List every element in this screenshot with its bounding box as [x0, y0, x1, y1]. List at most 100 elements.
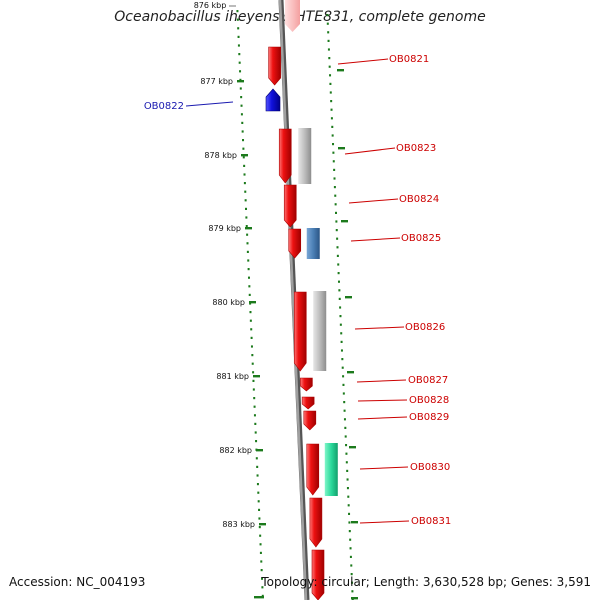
minor-tick	[239, 87, 242, 90]
major-tick	[253, 375, 260, 378]
minor-tick	[326, 14, 329, 17]
minor-tick	[346, 478, 349, 481]
minor-tick	[333, 168, 336, 171]
major-tick	[351, 597, 358, 600]
minor-tick	[348, 530, 351, 533]
ruler-label: 877 kbp	[200, 77, 233, 86]
minor-tick	[340, 332, 343, 335]
minor-tick	[327, 39, 330, 42]
minor-tick	[346, 487, 349, 490]
minor-tick	[246, 242, 249, 245]
minor-tick	[341, 366, 344, 369]
minor-tick	[246, 250, 249, 253]
gene-label-ob0824: OB0824	[399, 194, 439, 205]
minor-tick	[249, 302, 252, 305]
leader-line	[357, 416, 408, 420]
minor-tick	[333, 186, 336, 189]
minor-tick	[253, 414, 256, 417]
minor-tick	[258, 517, 261, 520]
minor-tick	[254, 431, 257, 434]
minor-tick	[331, 134, 334, 137]
minor-tick	[336, 254, 339, 257]
minor-tick	[260, 569, 263, 572]
minor-tick	[345, 444, 348, 447]
minor-tick	[336, 246, 339, 249]
ruler-label: 881 kbp	[216, 372, 249, 381]
minor-tick	[256, 465, 259, 468]
minor-tick	[343, 418, 346, 421]
minor-tick	[349, 547, 352, 550]
minor-tick	[252, 388, 255, 391]
minor-tick	[250, 328, 253, 331]
minor-tick	[243, 173, 246, 176]
leader-line	[344, 147, 396, 155]
minor-tick	[346, 469, 349, 472]
gene-arrow-ob0830	[306, 443, 320, 496]
minor-tick	[335, 211, 338, 214]
gene-arrow-ob0829	[303, 410, 317, 431]
gene-arrow-ob0826	[293, 291, 307, 372]
minor-tick	[326, 22, 329, 25]
major-tick	[351, 521, 358, 524]
gene-label-ob0825: OB0825	[401, 233, 441, 244]
minor-tick	[339, 306, 342, 309]
minor-tick	[347, 504, 350, 507]
gene-label-ob0821: OB0821	[389, 54, 429, 65]
major-tick	[256, 449, 263, 452]
minor-tick	[259, 551, 262, 554]
leader-line	[337, 58, 389, 65]
minor-tick	[249, 319, 252, 322]
minor-tick	[334, 203, 337, 206]
leader-line	[356, 379, 407, 383]
major-tick	[229, 5, 236, 7]
minor-tick	[245, 216, 248, 219]
gene-label-ob0830: OB0830	[410, 462, 450, 473]
minor-tick	[245, 207, 248, 210]
minor-tick	[337, 263, 340, 266]
major-tick	[245, 227, 252, 230]
minor-tick	[333, 177, 336, 180]
minor-tick	[237, 44, 240, 47]
feature-steelblue-ob0825	[306, 228, 320, 259]
backbone-line	[278, 0, 308, 600]
minor-tick	[247, 268, 250, 271]
minor-tick	[259, 543, 262, 546]
minor-tick	[238, 53, 241, 56]
ruler-label: 880 kbp	[212, 298, 245, 307]
minor-tick	[337, 280, 340, 283]
minor-tick	[343, 401, 346, 404]
major-tick	[338, 147, 345, 150]
leader-line	[354, 326, 405, 330]
minor-tick	[244, 199, 247, 202]
minor-tick	[261, 594, 264, 597]
minor-tick	[243, 182, 246, 185]
minor-tick	[249, 311, 252, 314]
minor-tick	[329, 82, 332, 85]
minor-tick	[338, 297, 341, 300]
minor-tick	[330, 108, 333, 111]
minor-tick	[247, 259, 250, 262]
minor-tick	[335, 229, 338, 232]
minor-tick	[255, 457, 258, 460]
gene-arrow-ob0821	[268, 46, 281, 86]
gene-label-ob0828: OB0828	[409, 395, 449, 406]
minor-tick	[247, 276, 250, 279]
minor-tick	[243, 164, 246, 167]
gene-arrow-ob0827	[300, 377, 313, 392]
minor-tick	[250, 345, 253, 348]
minor-tick	[253, 405, 256, 408]
gene-arrow-continuing	[311, 549, 325, 600]
minor-tick	[256, 474, 259, 477]
minor-tick	[240, 104, 243, 107]
gene-arrow-ob0822	[265, 88, 281, 112]
minor-tick	[348, 512, 351, 515]
minor-tick	[327, 48, 330, 51]
minor-tick	[239, 78, 242, 81]
major-tick	[337, 69, 344, 72]
minor-tick	[242, 156, 245, 159]
feature-gray-ob0826	[313, 291, 327, 371]
gene-arrow-ob0825	[288, 228, 302, 259]
minor-tick	[339, 315, 342, 318]
minor-tick	[245, 225, 248, 228]
minor-tick	[240, 96, 243, 99]
